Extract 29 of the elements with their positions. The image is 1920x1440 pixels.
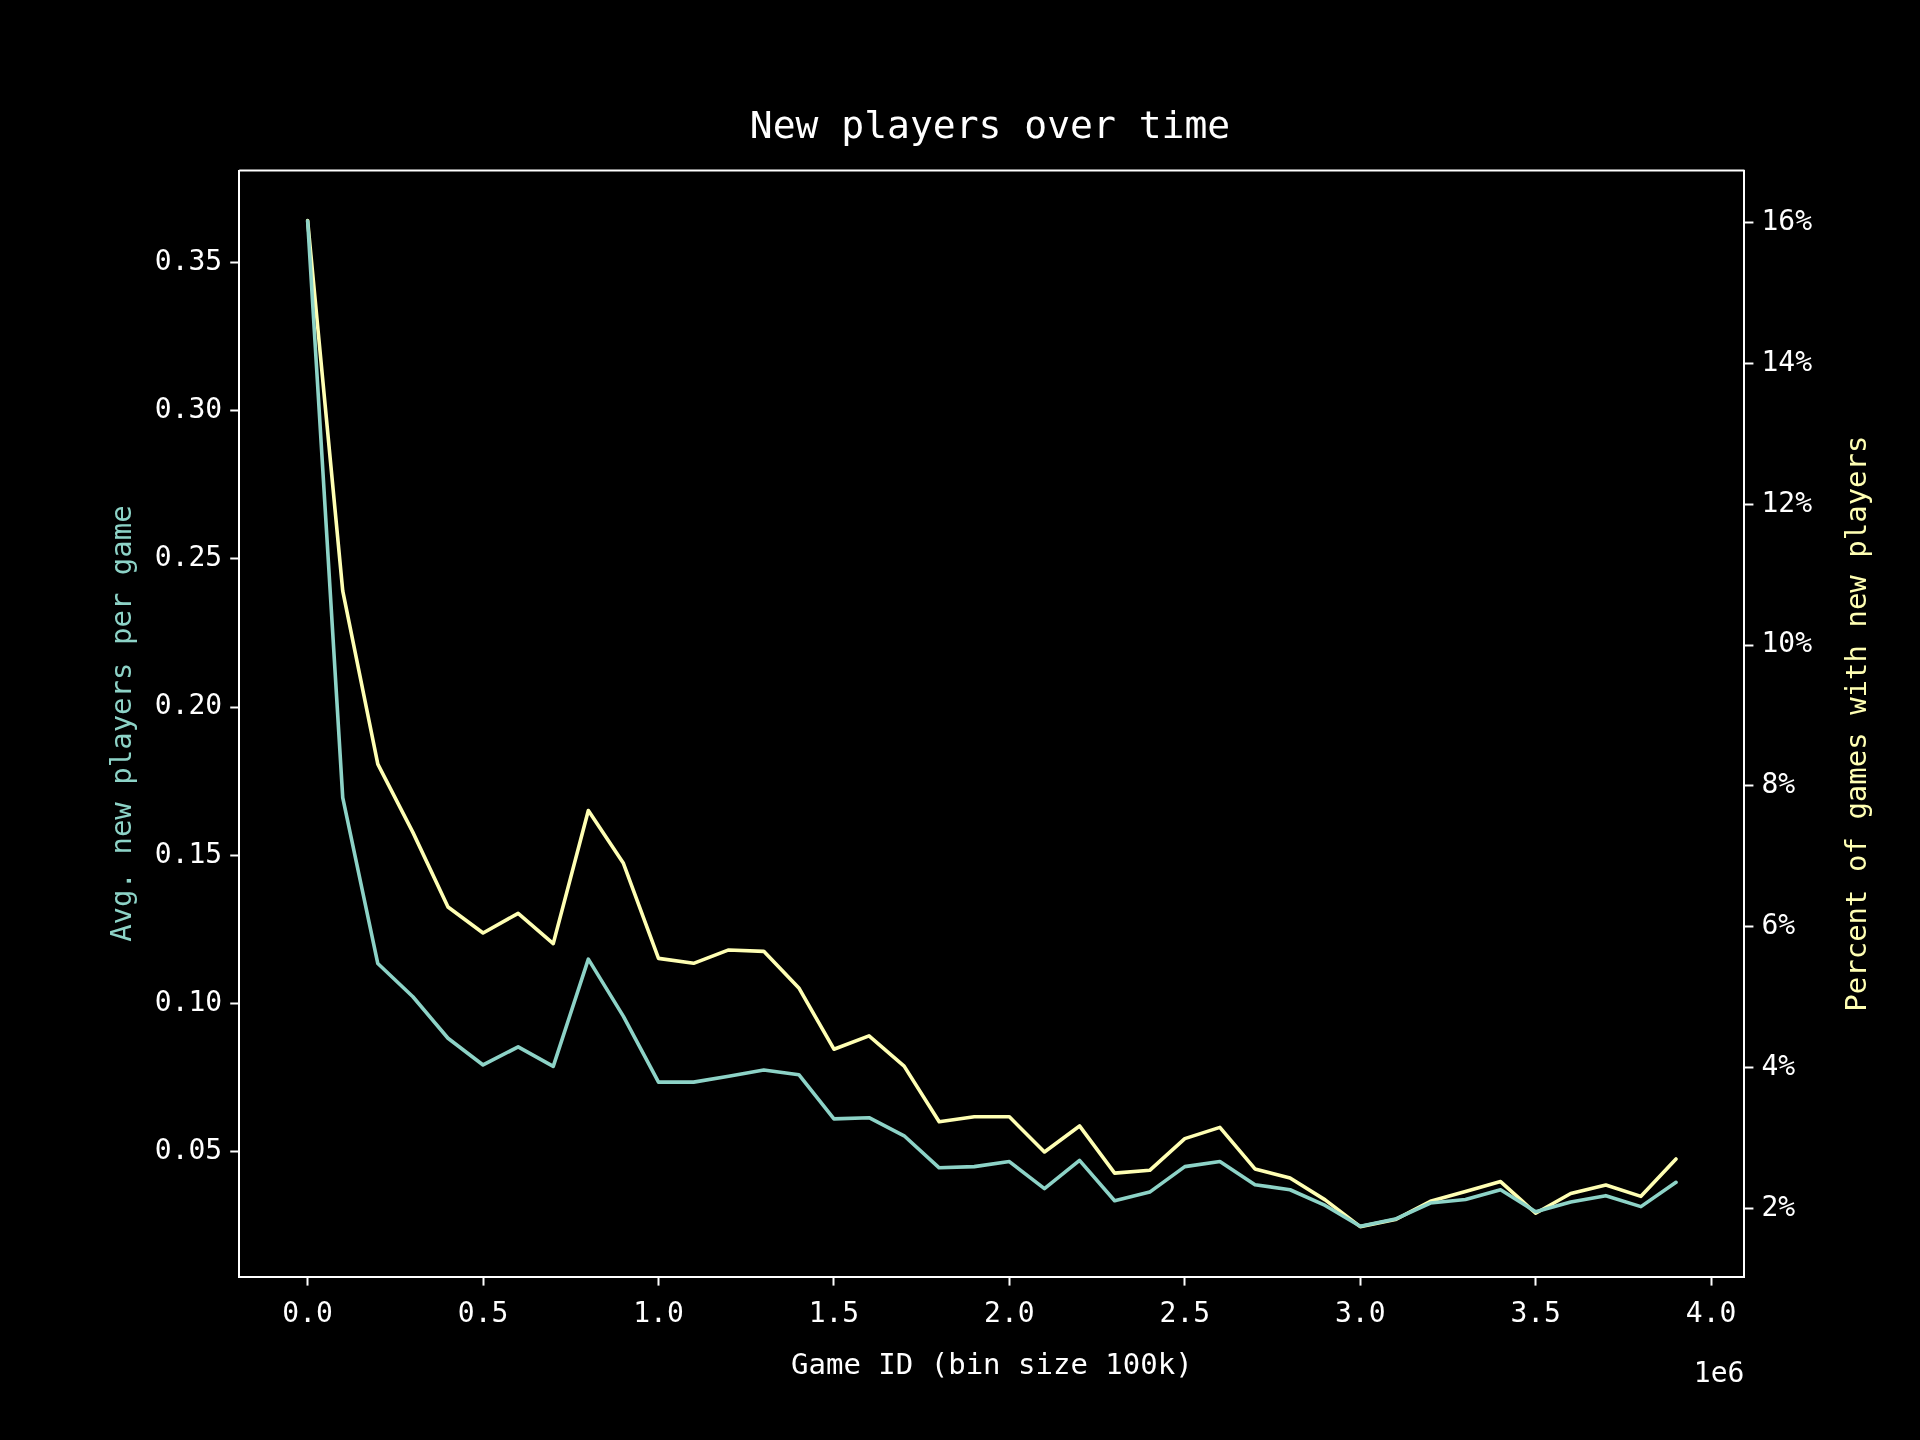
x-tick-label: 2.0: [984, 1295, 1035, 1329]
x-tick-label: 1.5: [808, 1295, 860, 1329]
y2-tick-label: 6%: [1761, 907, 1796, 941]
y-tick-label: 0.25: [154, 540, 223, 574]
y2-tick-label: 14%: [1761, 344, 1813, 378]
y-tick-label: 0.30: [154, 391, 223, 425]
y-tick-label: 0.35: [154, 243, 223, 277]
y2-tick-label: 8%: [1761, 767, 1796, 801]
x-axis-title: Game ID (bin size 100k): [791, 1347, 1193, 1382]
y2-axis-title: Percent of games with new players: [1838, 435, 1873, 1012]
y2-tick-label: 10%: [1761, 626, 1813, 660]
x-tick-label: 0.0: [282, 1295, 333, 1329]
y-tick-label: 0.05: [154, 1133, 223, 1167]
y2-tick-label: 4%: [1761, 1048, 1796, 1082]
y-tick-label: 0.15: [154, 836, 223, 870]
y-axis-title: Avg. new players per game: [103, 505, 138, 942]
x-tick-label: 3.5: [1510, 1295, 1561, 1329]
y-tick-label: 0.20: [154, 688, 223, 722]
x-tick-label: 2.5: [1159, 1295, 1211, 1329]
y2-tick-label: 12%: [1761, 485, 1813, 519]
y2-tick-label: 16%: [1761, 203, 1813, 237]
text: 1e6: [1693, 1355, 1745, 1389]
y2-tick-label: 2%: [1761, 1189, 1796, 1223]
x-tick-label: 4.0: [1685, 1295, 1737, 1329]
x-tick-label: 0.5: [457, 1295, 509, 1329]
x-tick-label: 1.0: [633, 1295, 684, 1329]
x-tick-label: 3.0: [1334, 1295, 1386, 1329]
chart-title: New players over time: [749, 102, 1231, 147]
y-tick-label: 0.10: [154, 984, 223, 1018]
